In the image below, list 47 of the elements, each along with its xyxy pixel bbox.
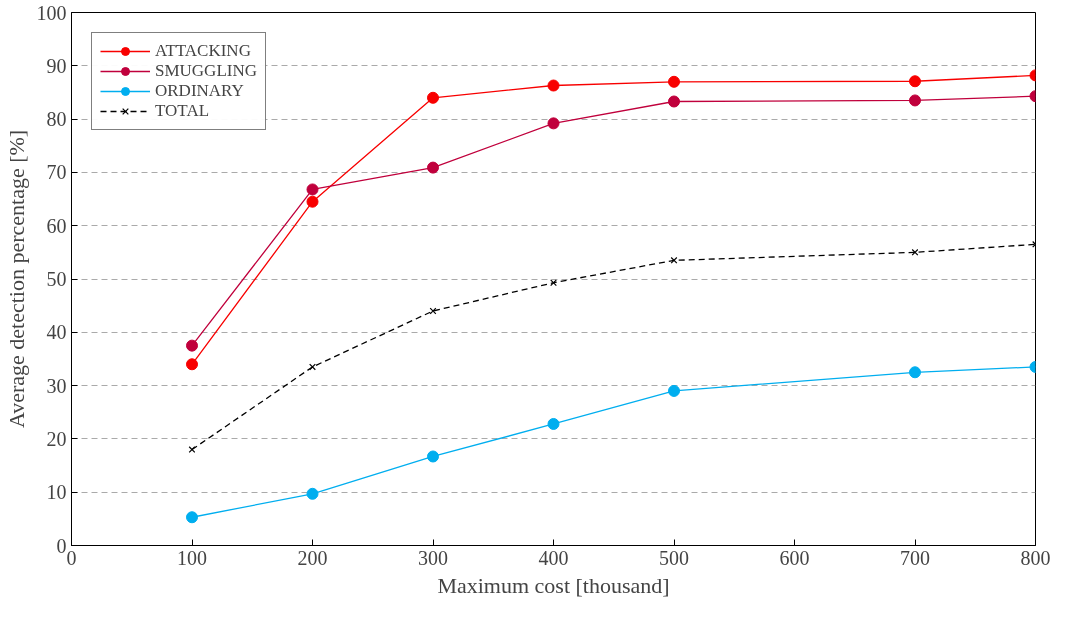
legend-label: ATTACKING xyxy=(155,41,251,61)
point xyxy=(547,417,560,430)
point xyxy=(306,195,319,208)
x-tick-label: 400 xyxy=(538,546,569,569)
legend-label: ORDINARY xyxy=(155,81,244,101)
point xyxy=(547,117,560,130)
legend-label: TOTAL xyxy=(155,101,210,121)
point xyxy=(909,366,921,379)
point xyxy=(547,79,560,92)
y-tick-label: 40 xyxy=(46,321,67,344)
y-axis-title: Average detection percentage [%] xyxy=(3,129,29,429)
point xyxy=(911,248,919,256)
y-tick-label: 30 xyxy=(46,374,67,397)
point xyxy=(186,511,198,524)
point xyxy=(306,183,319,196)
point xyxy=(186,358,198,371)
point xyxy=(188,446,196,453)
legend-label: SMUGGLING xyxy=(155,61,257,81)
y-tick-label: 90 xyxy=(46,54,67,77)
point xyxy=(909,75,921,88)
point xyxy=(909,94,921,107)
x-tick-label: 600 xyxy=(779,546,810,569)
y-tick-label: 50 xyxy=(46,268,67,290)
x-tick-label: 500 xyxy=(659,546,689,569)
point xyxy=(186,339,198,352)
point xyxy=(306,487,319,500)
point xyxy=(309,363,316,371)
point xyxy=(670,256,678,264)
x-tick-label: 200 xyxy=(297,546,328,569)
x-axis-title: Maximum cost [thousand] xyxy=(437,572,670,598)
x-tick-label: 700 xyxy=(900,546,930,569)
y-tick-label: 60 xyxy=(46,214,67,237)
y-tick-label: 20 xyxy=(46,427,67,450)
point xyxy=(668,75,680,88)
y-tick-label: 70 xyxy=(46,161,67,184)
y-tick-label: 100 xyxy=(36,1,67,24)
y-tick-label: 80 xyxy=(46,108,67,131)
point xyxy=(427,161,439,174)
x-tick-label: 300 xyxy=(418,546,448,569)
y-tick-label: 10 xyxy=(46,481,67,504)
x-tick-label: 800 xyxy=(1020,546,1051,569)
point xyxy=(427,450,439,463)
point xyxy=(668,384,680,397)
point xyxy=(427,91,439,104)
point xyxy=(668,95,680,108)
x-tick-label: 100 xyxy=(177,546,207,569)
point xyxy=(550,279,557,287)
